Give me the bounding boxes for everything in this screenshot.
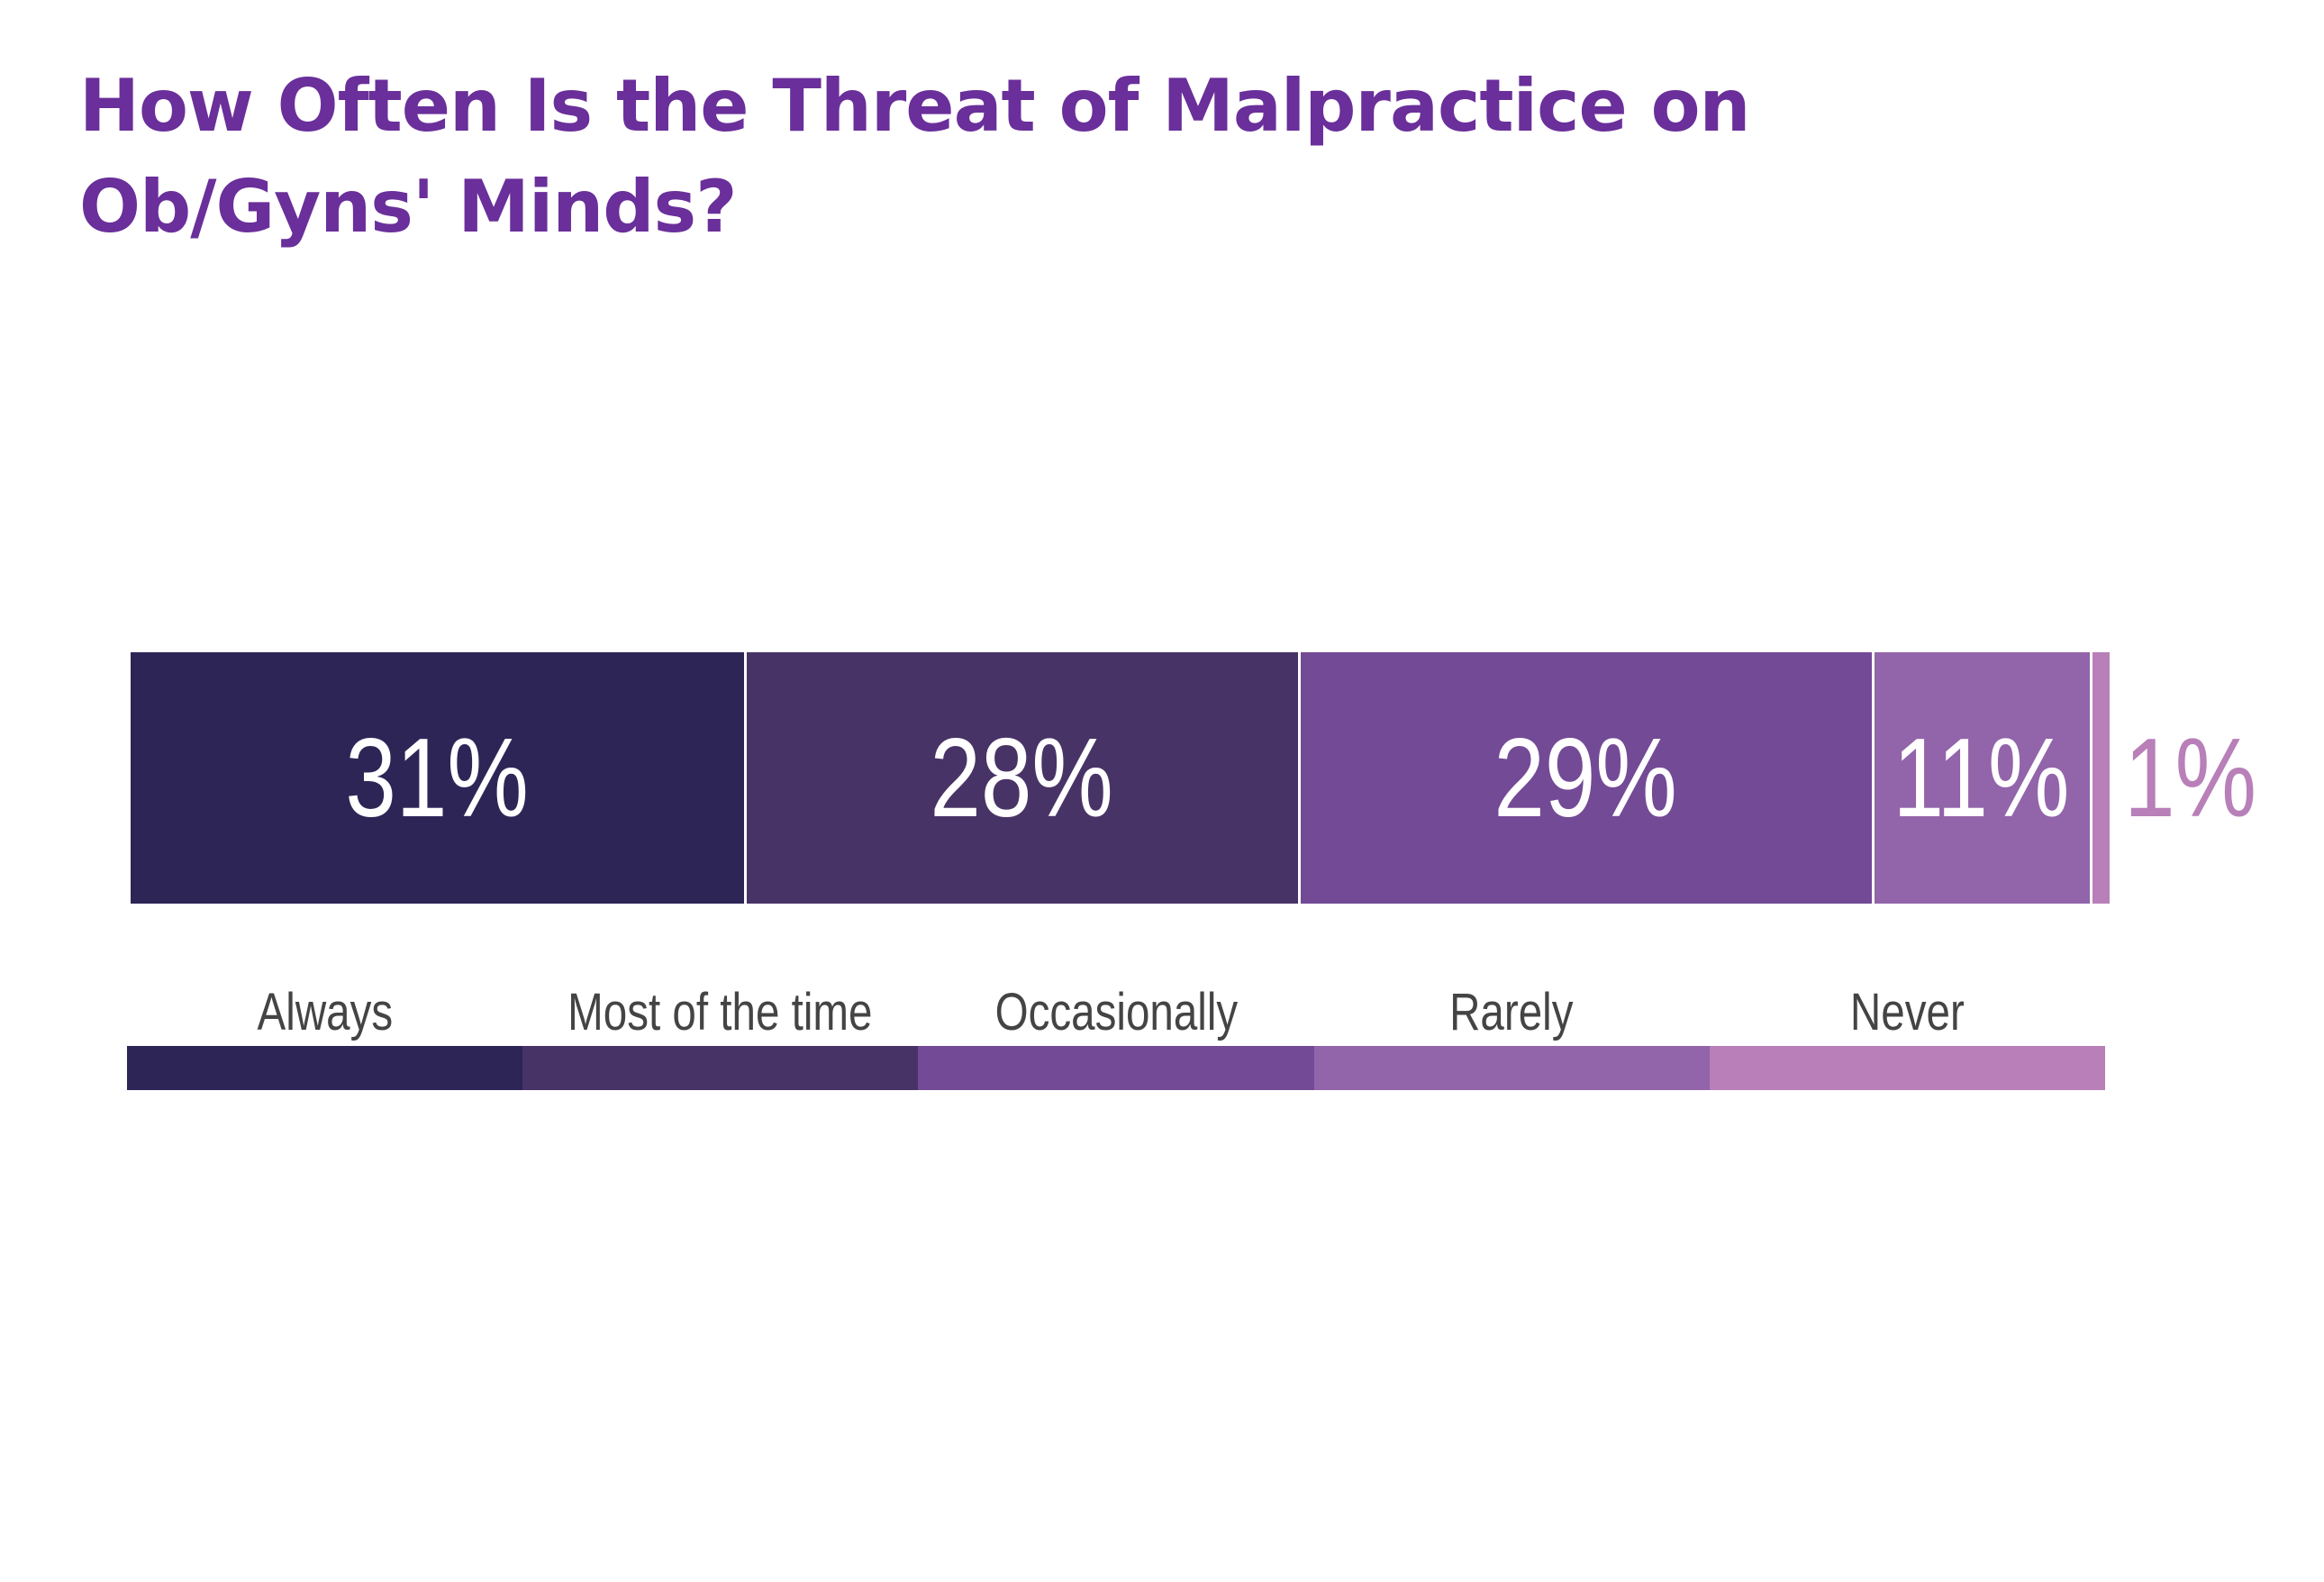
stacked-bar: 31% 28% 29% 11% 1% — [131, 652, 2256, 904]
legend-swatch — [1313, 1046, 1710, 1090]
legend: Always Most of the time Occasionally Rarely… — [127, 982, 2105, 1090]
data-label: 1% — [2124, 715, 2257, 841]
chart-title: How Often Is the Threat of Malpractice o… — [79, 64, 1751, 249]
bar-segment-occasionally — [1298, 652, 1873, 904]
legend-swatch — [127, 1046, 523, 1090]
legend-swatch — [522, 1046, 919, 1090]
legend-label: Never — [1849, 983, 1965, 1041]
data-label: 31% — [345, 715, 530, 841]
bar-segment-rarely — [1872, 652, 2091, 904]
legend-label: Occasionally — [994, 983, 1238, 1041]
data-label: 29% — [1493, 715, 1677, 841]
bar-segment-most-of-the-time — [744, 652, 1299, 904]
bar-segment-always — [131, 652, 745, 904]
data-label: 28% — [929, 715, 1113, 841]
legend-label: Always — [257, 983, 393, 1041]
legend-label: Rarely — [1449, 983, 1574, 1041]
data-label: 11% — [1893, 715, 2070, 841]
legend-label: Most of the time — [567, 983, 873, 1041]
bar-segment-never — [2090, 652, 2110, 904]
legend-swatch — [918, 1046, 1314, 1090]
legend-swatch — [1709, 1046, 2105, 1090]
